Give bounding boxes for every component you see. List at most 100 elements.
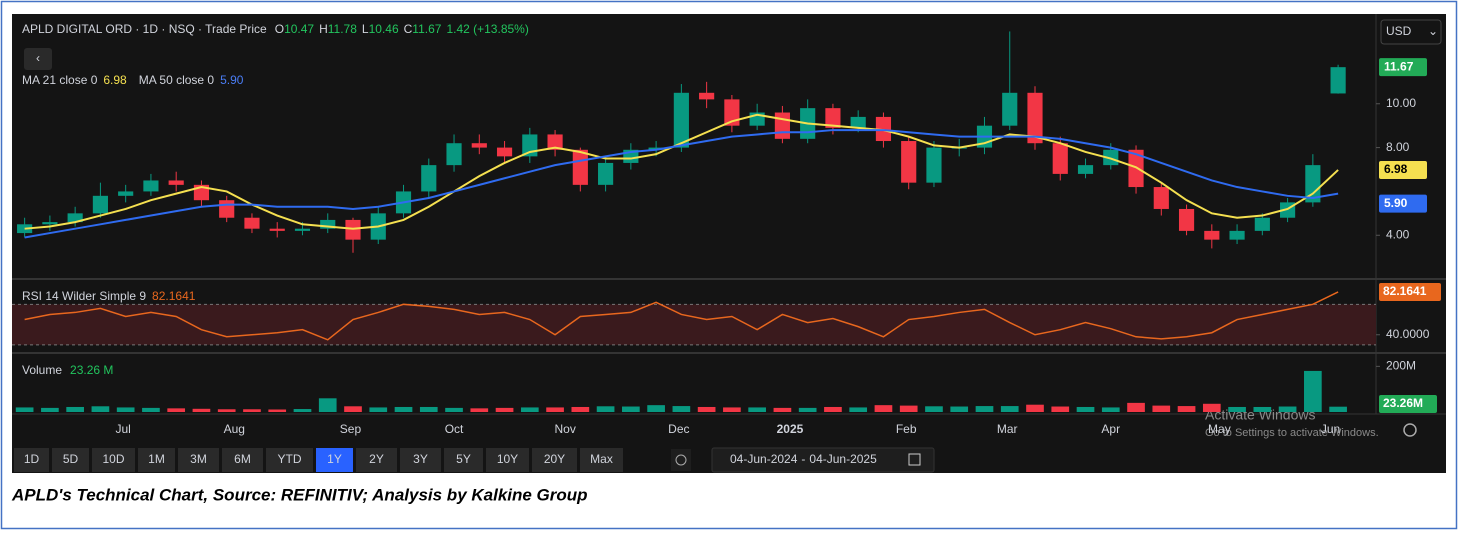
range-button[interactable] bbox=[444, 448, 483, 472]
range-button-label[interactable]: 5D bbox=[63, 452, 79, 466]
x-tick-label: Apr bbox=[1101, 422, 1120, 436]
range-button-label[interactable]: 1D bbox=[24, 452, 40, 466]
range-button-label[interactable]: 1M bbox=[148, 452, 165, 466]
ohlc-value: 11.67 bbox=[412, 22, 441, 36]
value-badge-label: 6.98 bbox=[1384, 162, 1408, 176]
volume-bar bbox=[116, 407, 135, 412]
volume-bar bbox=[1000, 406, 1019, 412]
range-button[interactable] bbox=[400, 448, 441, 472]
caption: APLD's Technical Chart, Source: REFINITI… bbox=[11, 485, 588, 504]
ohlc-value: 11.78 bbox=[328, 22, 357, 36]
candle-body bbox=[875, 116, 892, 142]
x-tick-label: 2025 bbox=[777, 422, 804, 436]
volume-bar bbox=[1152, 405, 1171, 412]
range-settings[interactable] bbox=[671, 449, 691, 471]
volume-bar bbox=[798, 407, 817, 412]
volume-bar bbox=[192, 408, 211, 412]
candle-body bbox=[598, 162, 614, 185]
range-button-label[interactable]: 6M bbox=[234, 452, 251, 466]
chart-background bbox=[12, 14, 1446, 473]
volume-bar bbox=[1304, 370, 1322, 412]
range-button[interactable] bbox=[580, 448, 623, 472]
range-button-label[interactable]: YTD bbox=[278, 452, 302, 466]
back-button[interactable] bbox=[24, 48, 52, 70]
range-button-label[interactable]: Max bbox=[590, 452, 613, 466]
currency[interactable]: USD bbox=[1386, 24, 1412, 38]
candle-body bbox=[572, 149, 588, 185]
candle-body bbox=[901, 141, 917, 183]
legend-name: MA 21 close 0 bbox=[22, 73, 98, 87]
volume-bar bbox=[142, 407, 160, 412]
volume-bar bbox=[1253, 406, 1272, 412]
volume-bar bbox=[975, 406, 994, 412]
range-button[interactable] bbox=[138, 448, 175, 472]
volume-bar bbox=[697, 406, 716, 412]
moving-average bbox=[24, 129, 1339, 239]
range-button-label[interactable]: 20Y bbox=[544, 452, 565, 466]
candle-body bbox=[421, 165, 437, 192]
range-button[interactable] bbox=[486, 448, 529, 472]
volume-bar bbox=[672, 406, 691, 412]
dropdown-caret: ⌄ bbox=[1428, 24, 1438, 38]
range-button-label[interactable]: 3Y bbox=[413, 452, 428, 466]
date-sep: - bbox=[801, 452, 805, 466]
candle-body bbox=[724, 99, 740, 126]
y-tick-label: 40.0000 bbox=[1386, 327, 1430, 341]
rsi-band-fill bbox=[12, 304, 1376, 345]
range-button[interactable] bbox=[532, 448, 577, 472]
chart-header: APLD DIGITAL ORD · 1D · NSQ · Trade Pric… bbox=[22, 22, 529, 36]
range-button[interactable] bbox=[92, 448, 135, 472]
x-tick-label: Feb bbox=[896, 422, 917, 436]
volume-bar bbox=[1101, 407, 1120, 412]
range-button-label[interactable]: 3M bbox=[190, 452, 207, 466]
currency-select[interactable] bbox=[1380, 19, 1442, 45]
range-button[interactable] bbox=[52, 448, 89, 472]
volume-bar bbox=[1177, 406, 1196, 412]
range-button-label[interactable]: 10Y bbox=[497, 452, 518, 466]
legend-name: RSI 14 Wilder Simple 9 bbox=[22, 289, 146, 303]
x-tick-label: Oct bbox=[445, 422, 464, 436]
candle-body bbox=[1052, 143, 1068, 174]
candle-body bbox=[1254, 217, 1270, 231]
range-button[interactable] bbox=[14, 448, 49, 472]
range-button[interactable] bbox=[266, 448, 313, 472]
date-from: 04-Jun-2024 bbox=[730, 452, 798, 466]
ohlc-letter: C bbox=[404, 22, 413, 36]
candle-body bbox=[118, 191, 134, 196]
date-range-text[interactable]: 04-Jun-2024-04-Jun-2025 bbox=[730, 452, 877, 466]
ohlc-letter: O bbox=[275, 22, 284, 36]
volume-bar bbox=[1228, 406, 1246, 412]
ohlc-letter: L bbox=[362, 22, 369, 36]
value-badge bbox=[1379, 282, 1441, 301]
date-to: 04-Jun-2025 bbox=[809, 452, 877, 466]
settings-icon[interactable] bbox=[1403, 423, 1417, 437]
range-button-label[interactable]: 10D bbox=[102, 452, 124, 466]
range-button-label[interactable]: 5Y bbox=[456, 452, 471, 466]
range-button[interactable] bbox=[178, 448, 219, 472]
candle-body bbox=[1027, 92, 1043, 144]
candle-body bbox=[320, 219, 336, 229]
date-range[interactable] bbox=[711, 447, 935, 473]
range-button[interactable] bbox=[316, 448, 353, 472]
ohlc-value: 10.47 bbox=[284, 22, 314, 36]
y-tick-label: 10.00 bbox=[1386, 96, 1416, 110]
volume-bar bbox=[748, 407, 766, 412]
volume-bar bbox=[91, 406, 110, 412]
value-badge-label: 82.1641 bbox=[1383, 284, 1427, 298]
volume-bar bbox=[217, 409, 236, 412]
symbol: APLD DIGITAL ORD · 1D · NSQ · Trade Pric… bbox=[22, 22, 267, 36]
volume-bar bbox=[647, 405, 665, 412]
value-badge bbox=[1379, 194, 1427, 213]
candle-body bbox=[244, 217, 260, 229]
calendar-icon bbox=[908, 453, 921, 466]
range-button-label[interactable]: 1Y bbox=[327, 452, 342, 466]
value-badge-label: 5.90 bbox=[1384, 196, 1408, 210]
range-button[interactable] bbox=[356, 448, 397, 472]
volume-legend: Volume 23.26 M bbox=[22, 363, 113, 377]
back-icon[interactable]: ‹ bbox=[36, 51, 40, 65]
range-button-label[interactable]: 2Y bbox=[369, 452, 384, 466]
candle-body bbox=[496, 147, 513, 157]
gear-icon bbox=[675, 454, 687, 466]
candle-body bbox=[269, 228, 285, 231]
range-button[interactable] bbox=[222, 448, 263, 472]
